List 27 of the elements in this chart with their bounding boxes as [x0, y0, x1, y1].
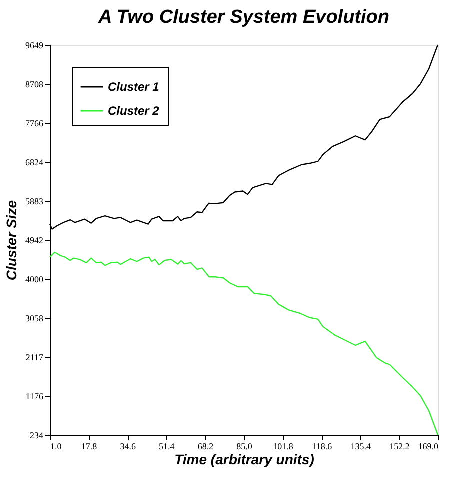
y-tick-label: 1176 [26, 391, 44, 402]
x-tick-label: 68.2 [198, 442, 214, 452]
x-tick-label: 152.2 [390, 442, 410, 452]
x-tick-label: 85.0 [236, 442, 253, 452]
y-tick-label: 2117 [26, 352, 44, 362]
y-tick-label: 3058 [26, 314, 44, 324]
x-tick-label: 17.8 [81, 442, 98, 452]
x-tick-label: 135.4 [350, 442, 372, 452]
y-tick-label: 8708 [26, 79, 44, 90]
x-tick-label: 101.8 [273, 442, 294, 452]
x-axis-title: Time (arbitrary units) [174, 452, 315, 468]
x-tick-label: 51.4 [159, 442, 176, 452]
y-tick-label: 234 [30, 430, 44, 440]
chart-title: A Two Cluster System Evolution [97, 7, 390, 28]
x-tick-label: 1.0 [50, 442, 62, 452]
y-tick-label: 6824 [26, 158, 44, 168]
legend-label: Cluster 1 [108, 80, 160, 94]
x-tick-label: 34.6 [120, 442, 136, 452]
y-axis-title: Cluster Size [4, 200, 20, 281]
legend-label: Cluster 2 [108, 104, 160, 118]
y-tick-label: 5883 [26, 196, 44, 206]
x-tick-label: 118.6 [312, 442, 333, 452]
y-tick-label: 4942 [26, 235, 44, 246]
x-tick-label: 169.0 [418, 442, 439, 452]
y-tick-label: 7766 [26, 118, 44, 128]
y-tick-label: 4000 [26, 274, 44, 284]
y-tick-label: 9649 [26, 40, 44, 50]
